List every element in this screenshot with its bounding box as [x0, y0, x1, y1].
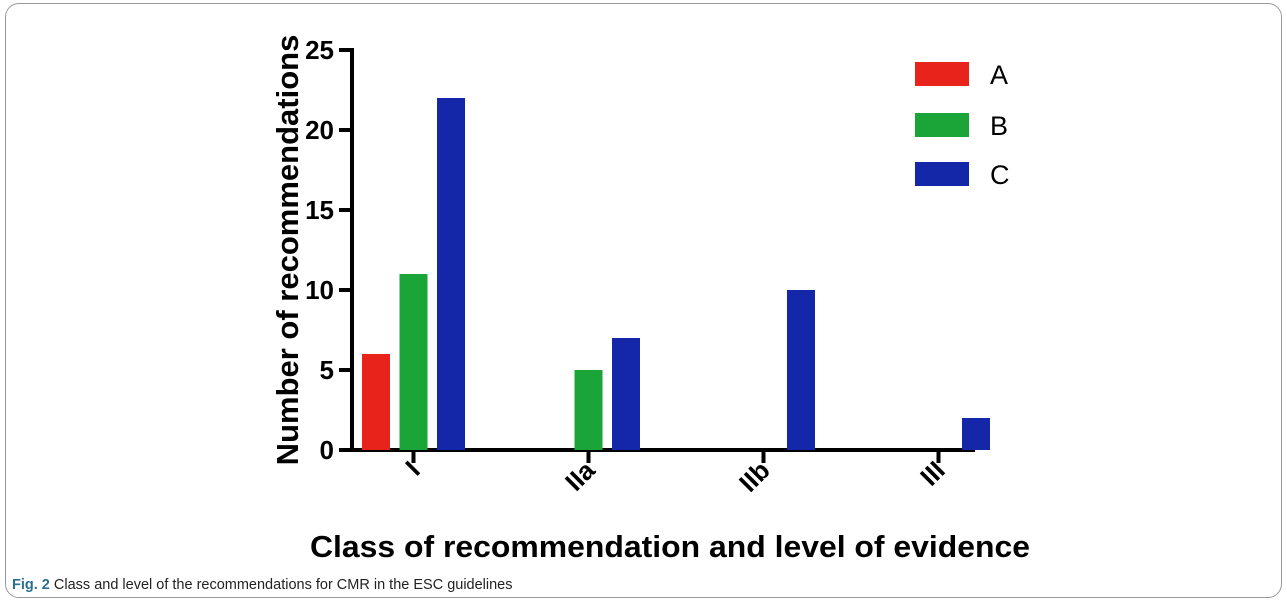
x-axis-title: Class of recommendation and level of evi… [310, 529, 1030, 564]
y-axis-title: Number of recommendations [270, 35, 305, 466]
y-tick-label: 0 [320, 435, 334, 465]
caption-label: Fig. 2 [12, 577, 50, 593]
legend-swatch-C [915, 162, 969, 186]
legend-swatch-A [915, 62, 969, 86]
legend-label-C: C [990, 160, 1010, 190]
caption-text: Class and level of the recommendations f… [49, 577, 513, 593]
bar-A-I [362, 354, 390, 450]
bar-C-IIa [612, 338, 640, 450]
figure-frame [5, 3, 1282, 598]
figure-caption: Fig. 2 Class and level of the recommenda… [12, 577, 513, 593]
legend-label-B: B [990, 111, 1008, 141]
bar-B-IIa [574, 370, 603, 450]
y-tick-label: 5 [320, 355, 334, 385]
legend-label-A: A [990, 60, 1008, 90]
y-tick-label: 20 [305, 115, 334, 145]
x-tick-label: III [914, 455, 951, 492]
bar-C-III [962, 418, 990, 450]
bar-C-I [437, 98, 465, 450]
x-tick-label: IIb [733, 455, 776, 498]
x-tick-label: IIa [559, 455, 601, 497]
y-tick-label: 25 [305, 35, 334, 65]
bar-B-I [399, 274, 428, 450]
y-tick-label: 15 [305, 195, 334, 225]
y-tick-label: 10 [305, 275, 334, 305]
bar-C-IIb [787, 290, 815, 450]
legend-swatch-B [915, 113, 969, 137]
